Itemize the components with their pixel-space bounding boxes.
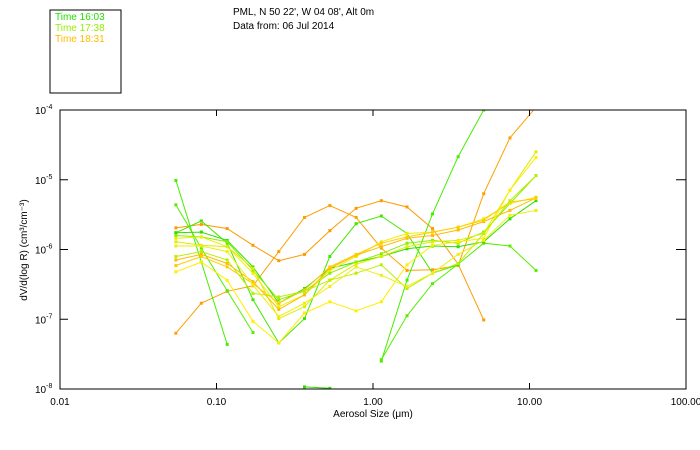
series-line	[380, 110, 485, 362]
data-point	[174, 254, 178, 258]
series-line	[304, 386, 330, 389]
data-point	[534, 174, 538, 178]
y-tick-exponent: -7	[46, 313, 52, 320]
data-point	[482, 318, 486, 322]
legend-entry: Time 16:03	[55, 12, 105, 23]
y-tick-label: 10-5	[35, 174, 52, 187]
x-tick-label: 10.00	[517, 397, 542, 408]
y-tick-label: 10-7	[35, 313, 52, 326]
y-tick-exponent: -4	[46, 104, 52, 111]
data-point	[174, 226, 178, 230]
data-point	[174, 240, 178, 244]
data-point	[302, 385, 306, 389]
series-line	[175, 209, 537, 318]
y-tick-exponent: -5	[46, 174, 52, 181]
x-axis-label: Aerosol Size (μm)	[333, 409, 413, 420]
data-point	[174, 236, 178, 240]
date-subtitle: Data from: 06 Jul 2014	[233, 21, 335, 32]
y-tick-exponent: -6	[46, 244, 52, 251]
y-axis-label: dV/d(log R) (cm³/cm⁻³)	[19, 199, 30, 300]
data-point	[174, 231, 178, 235]
data-point	[534, 268, 538, 272]
location-title: PML, N 50 22', W 04 08', Alt 0m	[233, 7, 374, 18]
data-point	[174, 203, 178, 207]
series-line	[380, 242, 537, 360]
series-line	[175, 175, 537, 298]
data-point	[174, 258, 178, 262]
data-point	[534, 106, 537, 109]
data-point	[174, 270, 178, 274]
y-tick-label: 10-8	[35, 383, 52, 396]
data-point	[328, 386, 332, 389]
data-point	[174, 331, 178, 335]
legend-entry: Time 17:38	[55, 23, 105, 34]
axes: 0.01 0.10 1.00 10.00 100.00 10-4 10-5 10-6 10-7 1…	[35, 104, 700, 408]
legend-box	[49, 9, 122, 94]
series-line	[175, 198, 537, 304]
series-line	[175, 175, 537, 301]
series-group	[174, 106, 538, 389]
data-point	[174, 234, 178, 238]
series-line	[175, 200, 485, 321]
x-tick-label: 0.10	[207, 397, 227, 408]
series-line	[175, 157, 537, 344]
series-line	[175, 204, 254, 333]
data-point	[174, 244, 178, 248]
y-tick-exponent: -8	[46, 383, 52, 390]
data-point	[379, 358, 383, 362]
y-tick-label: 10-6	[35, 244, 52, 257]
y-tick-label: 10-4	[35, 104, 52, 117]
legend-entry: Time 18:31	[55, 34, 105, 45]
series-line	[175, 110, 535, 334]
data-point	[174, 264, 178, 268]
x-tick-label: 100.00	[671, 397, 700, 408]
series-line	[175, 151, 537, 320]
x-tick-label: 0.01	[50, 397, 70, 408]
x-tick-label: 1.00	[363, 397, 383, 408]
